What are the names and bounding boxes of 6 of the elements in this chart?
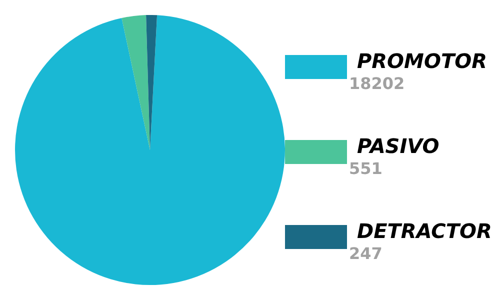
legend-label: DETRACTOR	[357, 219, 492, 244]
legend-label: PROMOTOR	[357, 49, 488, 74]
legend-label: PASIVO	[357, 134, 440, 158]
data-label: 18202	[349, 74, 405, 94]
data-label: 247	[349, 244, 382, 264]
data-label: 551	[349, 159, 382, 178]
